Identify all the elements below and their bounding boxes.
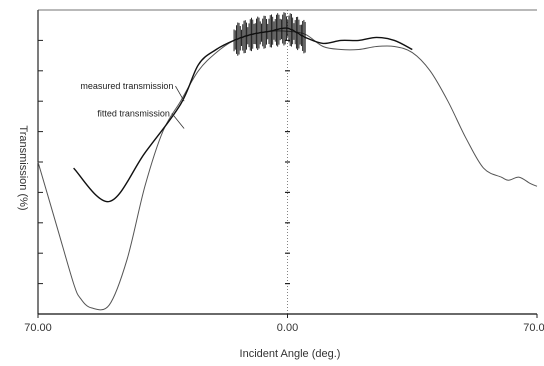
series-group [37, 12, 538, 311]
tick-marks: 70.00 0.00 70.00 [24, 39, 544, 334]
y-axis-title: Transmission (%) [17, 125, 29, 210]
annotations: measured transmission fitted transmission [80, 81, 185, 129]
x-axis-title: Incident Angle (deg.) [240, 348, 341, 360]
fitted-transmission-line [37, 30, 538, 311]
annotation-leader-line [171, 113, 185, 129]
x-tick-label: 70.00 [24, 322, 52, 334]
x-tick-label: 70.00 [523, 322, 544, 334]
annotation-leader-line [175, 85, 185, 102]
series-annotation-label: fitted transmission [97, 108, 170, 118]
series-annotation-label: measured transmission [80, 81, 173, 91]
measured-transmission-line [73, 27, 413, 203]
x-tick-label: 0.00 [277, 322, 298, 334]
